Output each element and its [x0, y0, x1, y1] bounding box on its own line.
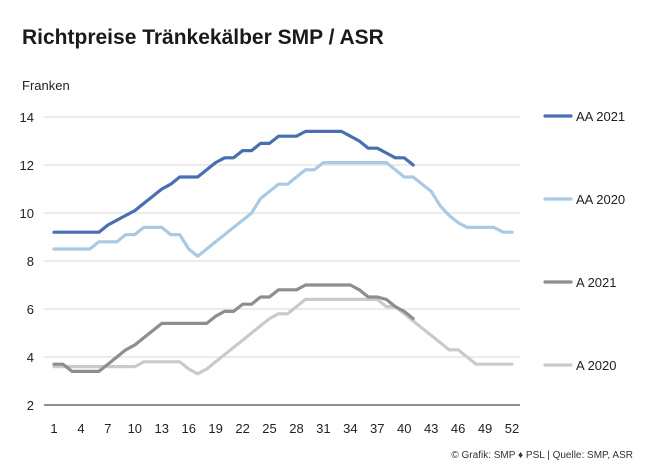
x-tick-19: 19 — [208, 421, 222, 436]
gridlines — [44, 116, 520, 406]
x-tick-49: 49 — [478, 421, 492, 436]
y-tick-2: 2 — [27, 398, 34, 413]
x-tick-34: 34 — [343, 421, 357, 436]
y-tick-6: 6 — [27, 302, 34, 317]
x-tick-37: 37 — [370, 421, 384, 436]
series-line-aa-2020 — [52, 161, 514, 258]
series-line-aa-2021 — [52, 129, 415, 234]
legend: AA 2021 AA 2020 A 2021 A 2020 — [543, 109, 625, 373]
y-axis-label: Franken — [22, 78, 70, 93]
x-tick-16: 16 — [181, 421, 195, 436]
source-note: © Grafik: SMP ♦ PSL | Quelle: SMP, ASR — [451, 450, 633, 461]
x-tick-28: 28 — [289, 421, 303, 436]
x-tick-25: 25 — [262, 421, 276, 436]
x-tick-10: 10 — [128, 421, 142, 436]
y-tick-14: 14 — [20, 110, 34, 125]
legend-label-a-2020: A 2020 — [576, 358, 617, 373]
x-tick-labels: 1 4 7 10 13 16 19 22 25 28 31 34 37 40 43 46 49 52 — [50, 421, 519, 436]
legend-label-aa-2021: AA 2021 — [576, 109, 625, 124]
y-tick-8: 8 — [27, 254, 34, 269]
y-tick-4: 4 — [27, 350, 34, 365]
chart-title: Richtpreise Tränkekälber SMP / ASR — [22, 26, 384, 49]
y-tick-labels: 2 4 6 8 10 12 14 — [20, 110, 34, 413]
x-tick-52: 52 — [505, 421, 519, 436]
x-tick-43: 43 — [424, 421, 438, 436]
x-tick-4: 4 — [77, 421, 84, 436]
x-tick-22: 22 — [235, 421, 249, 436]
legend-label-a-2021: A 2021 — [576, 275, 617, 290]
x-tick-40: 40 — [397, 421, 411, 436]
y-tick-12: 12 — [20, 158, 34, 173]
series-lines — [52, 129, 514, 376]
y-tick-10: 10 — [20, 206, 34, 221]
series-line-a-2021 — [52, 283, 415, 373]
x-tick-1: 1 — [50, 421, 57, 436]
legend-label-aa-2020: AA 2020 — [576, 192, 625, 207]
x-tick-13: 13 — [155, 421, 169, 436]
x-tick-46: 46 — [451, 421, 465, 436]
x-tick-7: 7 — [104, 421, 111, 436]
series-line-a-2020 — [52, 297, 514, 376]
x-tick-31: 31 — [316, 421, 330, 436]
